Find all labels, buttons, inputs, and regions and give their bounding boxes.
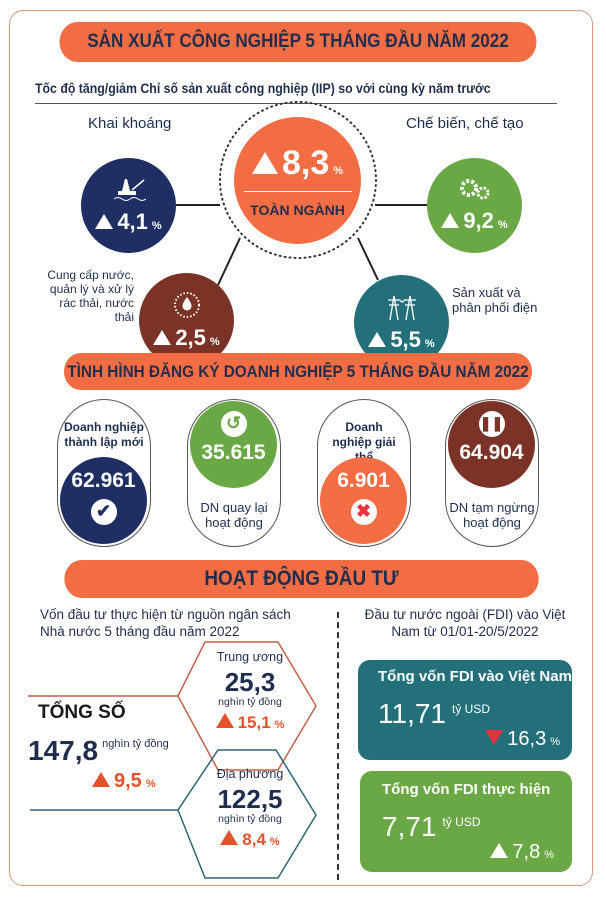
total-budget-unit: nghìn tỷ đồng (102, 738, 169, 750)
total-label: TOÀN NGÀNH (250, 201, 345, 218)
oil-rig-icon (113, 178, 146, 201)
local-budget: Địa phương 122,5 nghìn tỷ đồng 8,4% (195, 767, 305, 850)
gears-icon (459, 178, 489, 199)
returned-enterprises-value: 35.615 (201, 440, 266, 464)
electricity-value: 5,5 (390, 326, 421, 352)
central-value: 25,3 (224, 667, 276, 697)
electricity-label: Sản xuất và phân phối điện (452, 285, 538, 315)
dissolved-enterprises-value: 6.901 (337, 468, 390, 492)
pill-new-enterprises: Doanh nghiệp thành lập mới 62.961 ✔ (57, 399, 151, 547)
mining-circle: 4,1% (81, 158, 176, 253)
infographic-frame (9, 10, 593, 886)
fdi-registered-value: 11,71 (378, 698, 446, 729)
manufacturing-value: 9,2 (463, 207, 494, 233)
fdi-heading: Đầu tư nước ngoài (FDI) vào Việt Nam từ … (364, 607, 566, 639)
new-enterprises-label: Doanh nghiệp thành lập mới (64, 420, 144, 449)
suspended-enterprises-label: DN tạm ngừng hoạt động (449, 500, 535, 530)
local-label: Địa phương (216, 767, 284, 781)
pill-returned-enterprises: ↺ 35.615 DN quay lại hoạt động (187, 399, 281, 547)
down-arrow-icon (485, 730, 504, 745)
local-value: 122,5 (217, 784, 283, 814)
total-budget-value: 147,8 (28, 735, 99, 766)
section-industry-title: SẢN XUẤT CÔNG NGHIỆP 5 THÁNG ĐẦU NĂM 202… (59, 22, 537, 62)
section-enterprise-title: TÌNH HÌNH ĐĂNG KÝ DOANH NGHIỆP 5 THÁNG Đ… (64, 353, 532, 390)
up-arrow-icon (220, 830, 239, 845)
manufacturing-circle: 9,2% (427, 158, 522, 253)
iip-subtitle: Tốc độ tăng/giảm Chỉ số sản xuất công ng… (35, 80, 491, 96)
central-change: 15,1 (237, 713, 271, 732)
pause-icon: ❚❚ (478, 410, 505, 437)
new-enterprises-value: 62.961 (71, 468, 136, 492)
water-circle: 2,5% (139, 273, 234, 368)
returned-enterprises-label: DN quay lại hoạt động (200, 500, 268, 530)
pct-unit: % (269, 836, 280, 848)
manufacturing-unit: % (497, 218, 508, 231)
cross-icon: ✖ (350, 498, 377, 525)
total-budget-change-value: 9,5 (114, 770, 142, 792)
fdi-realized-unit: tỷ USD (442, 815, 481, 829)
pct-unit: % (550, 736, 560, 748)
section-investment-title: HOẠT ĐỘNG ĐẦU TƯ (64, 560, 539, 598)
fdi-realized-label: Tổng vốn FDI thực hiện (382, 781, 551, 798)
total-unit: % (333, 164, 344, 177)
total-value: 8,3 (281, 143, 330, 182)
local-change: 8,4 (242, 830, 266, 849)
fdi-realized-change: 7,8 (512, 841, 541, 863)
fdi-registered-box: Tổng vốn FDI vào Việt Nam 11,71 tỷ USD 16… (358, 660, 572, 760)
connector-lines (175, 101, 428, 286)
central-label: Trung ương (216, 650, 284, 664)
fdi-registered-change: 16,3 (507, 728, 547, 750)
subtitle-divider (35, 103, 557, 104)
pct-unit: % (544, 849, 554, 861)
total-budget-change: 9,5% (92, 770, 156, 793)
pill-suspended-enterprises: ❚❚ 64.904 DN tạm ngừng hoạt động (445, 399, 539, 547)
up-arrow-icon (153, 329, 172, 345)
up-arrow-icon (215, 713, 234, 728)
water-drop-icon (173, 291, 200, 318)
up-arrow-icon (95, 213, 114, 229)
suspended-enterprises-value: 64.904 (459, 440, 524, 464)
budget-hexagons (28, 641, 317, 879)
pct-unit: % (145, 778, 156, 790)
up-arrow-icon (92, 772, 110, 787)
water-value: 2,5 (175, 324, 206, 350)
up-arrow-icon (490, 843, 509, 858)
up-arrow-icon (368, 331, 387, 347)
total-budget-label: TỔNG SỐ (38, 702, 126, 723)
manufacturing-label: Chế biến, chế tạo (406, 115, 524, 132)
fdi-realized-box: Tổng vốn FDI thực hiện 7,71 tỷ USD 7,8% (360, 771, 572, 872)
up-arrow-icon (251, 151, 278, 174)
return-icon: ↺ (220, 410, 247, 437)
mining-unit: % (151, 219, 162, 232)
fdi-registered-unit: tỷ USD (452, 702, 491, 716)
central-unit: nghìn tỷ đồng (218, 696, 282, 708)
check-icon: ✔ (90, 498, 117, 525)
up-arrow-icon (441, 212, 460, 228)
total-budget: 147,8 nghìn tỷ đồng (28, 735, 169, 767)
section-divider (337, 612, 339, 880)
local-unit: nghìn tỷ đồng (218, 813, 282, 825)
budget-heading: Vốn đầu tư thực hiện từ nguồn ngân sách … (40, 607, 291, 639)
fdi-registered-label: Tổng vốn FDI vào Việt Nam (378, 668, 572, 685)
power-tower-icon (387, 295, 416, 320)
water-unit: % (209, 335, 220, 348)
pct-unit: % (274, 719, 285, 731)
pill-dissolved-enterprises: Doanh nghiệp giải thể 6.901 ✖ (317, 399, 411, 547)
mining-value: 4,1 (117, 208, 148, 234)
electricity-unit: % (424, 337, 435, 350)
total-industry-circle: 8,3% TOÀN NGÀNH (234, 117, 361, 244)
mining-label: Khai khoáng (88, 115, 172, 132)
water-label: Cung cấp nước, quản lý và xử lý rác thải… (47, 268, 134, 324)
fdi-realized-value: 7,71 (382, 811, 437, 842)
central-budget: Trung ương 25,3 nghìn tỷ đồng 15,1% (195, 650, 305, 733)
